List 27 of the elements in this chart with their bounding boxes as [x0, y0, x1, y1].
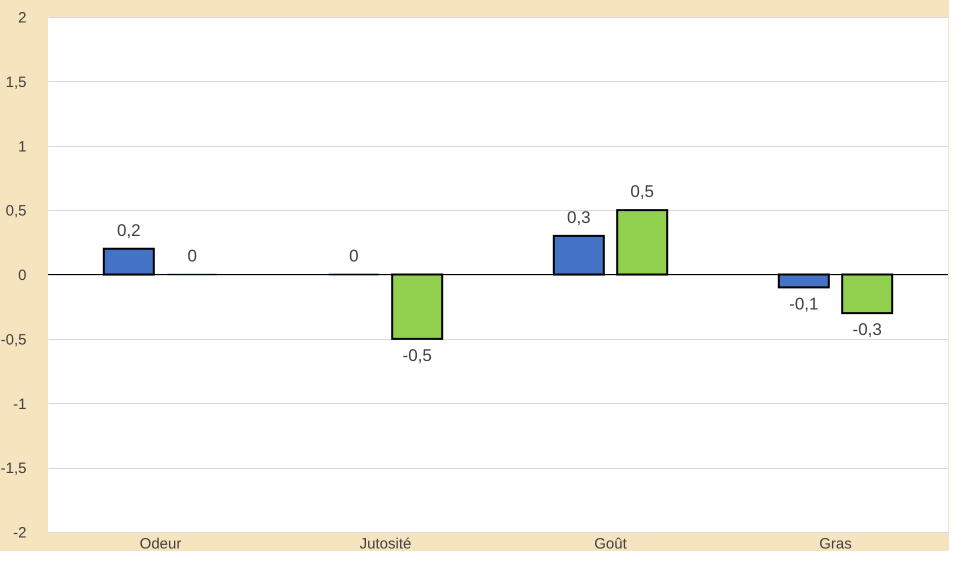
data-label: 0,3: [566, 208, 591, 227]
bar: [841, 274, 894, 314]
data-label: -0,1: [789, 294, 818, 314]
bar: [552, 234, 605, 276]
y-tick-label: -1: [13, 396, 26, 413]
data-label: -0,3: [852, 320, 882, 340]
x-tick-label: Odeur: [140, 536, 182, 552]
data-label: 0,2: [116, 220, 141, 240]
data-label: 0: [349, 246, 359, 266]
bar: [391, 274, 444, 340]
bar: [102, 248, 155, 276]
y-tick-label: -1,5: [0, 460, 26, 478]
y-tick-label: -2: [13, 524, 26, 542]
data-label: 0,5: [630, 182, 654, 202]
y-tick-label: 1,5: [6, 74, 26, 91]
y-tick-label: 0,5: [6, 202, 26, 220]
x-tick-label: Jutosité: [360, 536, 412, 552]
data-label: -0,5: [402, 346, 432, 365]
y-tick-label: 0: [18, 267, 26, 284]
x-tick-label: Gras: [819, 536, 852, 552]
x-tick-label: Goût: [594, 536, 628, 552]
y-tick-label: -0,5: [0, 331, 26, 348]
bar: [778, 274, 830, 288]
bar: [616, 209, 668, 276]
y-tick-label: 1: [18, 138, 26, 156]
data-label: 0: [187, 246, 197, 266]
y-tick-label: 2: [18, 10, 26, 26]
